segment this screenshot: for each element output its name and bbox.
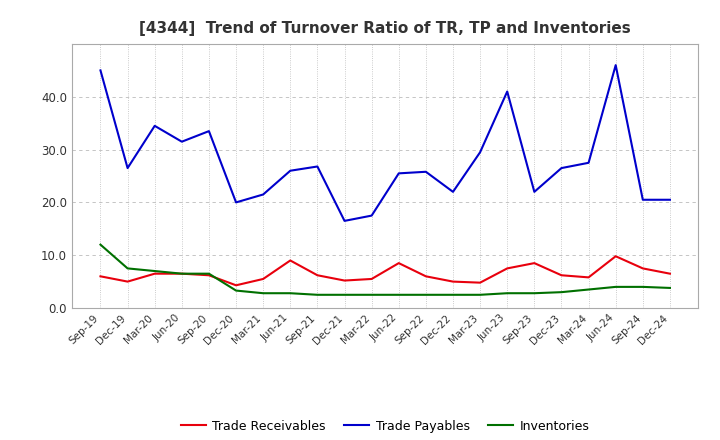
Trade Payables [204,128,213,134]
Inventories [665,285,674,290]
Inventories [178,271,186,276]
Trade Payables [259,192,268,197]
Inventories [584,287,593,292]
Trade Payables [665,197,674,202]
Line: Trade Payables: Trade Payables [101,65,670,221]
Trade Receivables [123,279,132,284]
Trade Receivables [530,260,539,266]
Trade Payables [96,68,105,73]
Inventories [123,266,132,271]
Trade Payables [367,213,376,218]
Line: Inventories: Inventories [101,245,670,295]
Trade Payables [232,200,240,205]
Trade Receivables [341,278,349,283]
Inventories [286,290,294,296]
Trade Payables [313,164,322,169]
Inventories [313,292,322,297]
Trade Payables [341,218,349,224]
Inventories [204,271,213,276]
Trade Payables [449,189,457,194]
Inventories [341,292,349,297]
Trade Payables [395,171,403,176]
Trade Receivables [286,258,294,263]
Inventories [421,292,430,297]
Trade Payables [123,165,132,171]
Trade Receivables [557,273,566,278]
Inventories [395,292,403,297]
Inventories [503,290,511,296]
Trade Receivables [204,273,213,278]
Trade Receivables [639,266,647,271]
Trade Payables [611,62,620,68]
Trade Receivables [367,276,376,282]
Inventories [259,290,268,296]
Trade Receivables [150,271,159,276]
Inventories [639,284,647,290]
Trade Payables [476,150,485,155]
Inventories [367,292,376,297]
Legend: Trade Receivables, Trade Payables, Inventories: Trade Receivables, Trade Payables, Inven… [176,414,595,437]
Inventories [476,292,485,297]
Trade Payables [421,169,430,174]
Trade Receivables [584,275,593,280]
Inventories [449,292,457,297]
Trade Receivables [503,266,511,271]
Inventories [611,284,620,290]
Trade Receivables [665,271,674,276]
Trade Payables [286,168,294,173]
Trade Receivables [476,280,485,285]
Trade Payables [584,160,593,165]
Trade Payables [639,197,647,202]
Trade Payables [503,89,511,94]
Trade Receivables [178,271,186,276]
Trade Payables [557,165,566,171]
Trade Receivables [232,282,240,288]
Inventories [96,242,105,247]
Trade Receivables [395,260,403,266]
Inventories [530,290,539,296]
Title: [4344]  Trend of Turnover Ratio of TR, TP and Inventories: [4344] Trend of Turnover Ratio of TR, TP… [140,21,631,36]
Trade Receivables [259,276,268,282]
Inventories [557,290,566,295]
Trade Payables [178,139,186,144]
Trade Payables [530,189,539,194]
Inventories [232,288,240,293]
Trade Receivables [96,274,105,279]
Trade Payables [150,123,159,128]
Trade Receivables [313,273,322,278]
Trade Receivables [421,274,430,279]
Inventories [150,268,159,274]
Trade Receivables [449,279,457,284]
Trade Receivables [611,253,620,259]
Line: Trade Receivables: Trade Receivables [101,256,670,285]
